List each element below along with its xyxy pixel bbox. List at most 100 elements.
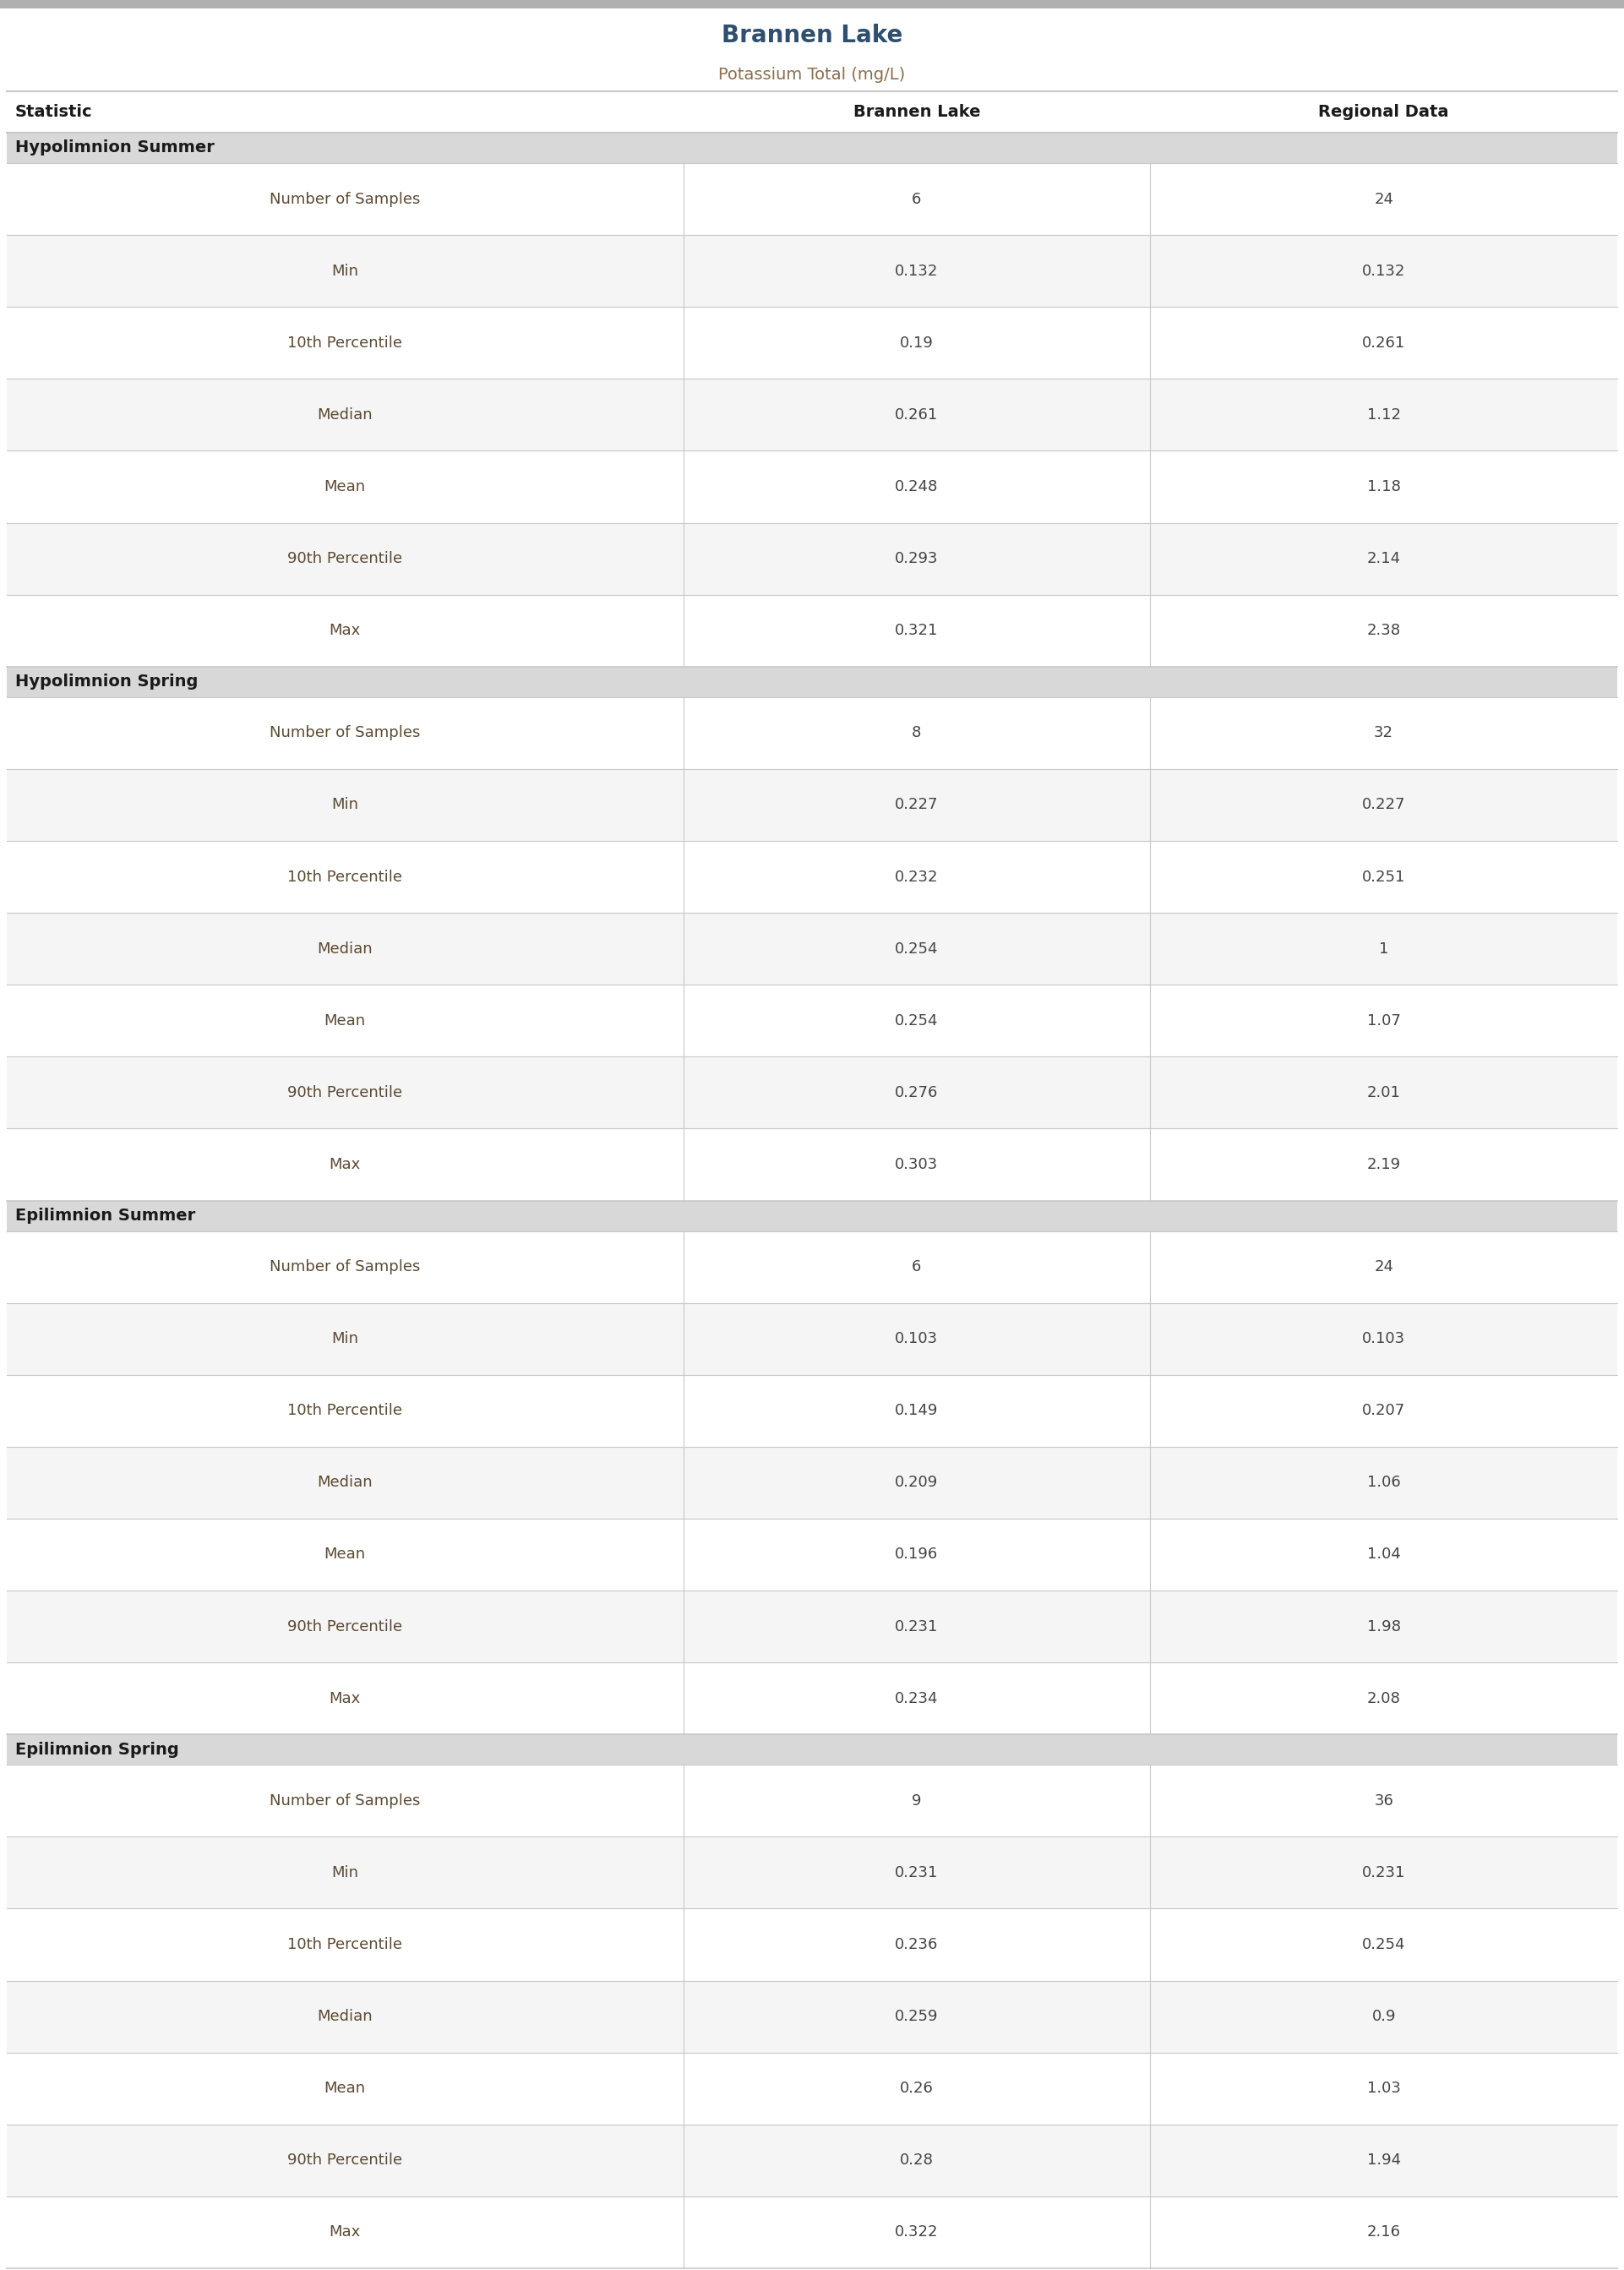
Bar xyxy=(6,93,1618,132)
Text: 9: 9 xyxy=(911,1793,921,1809)
Text: 0.149: 0.149 xyxy=(895,1403,939,1419)
Text: 90th Percentile: 90th Percentile xyxy=(287,1085,403,1101)
Text: 0.103: 0.103 xyxy=(895,1330,939,1346)
Text: Max: Max xyxy=(330,622,361,638)
Text: Hypolimnion Spring: Hypolimnion Spring xyxy=(15,674,198,690)
Text: Median: Median xyxy=(317,2009,372,2025)
Text: Brannen Lake: Brannen Lake xyxy=(853,104,981,120)
Text: 0.209: 0.209 xyxy=(895,1476,939,1491)
Text: 1.04: 1.04 xyxy=(1367,1546,1400,1562)
Text: 2.14: 2.14 xyxy=(1367,552,1400,565)
Text: 2.01: 2.01 xyxy=(1367,1085,1400,1101)
Text: 36: 36 xyxy=(1374,1793,1393,1809)
Text: 0.9: 0.9 xyxy=(1372,2009,1395,2025)
Text: 1.03: 1.03 xyxy=(1367,2082,1400,2095)
Text: 0.261: 0.261 xyxy=(895,406,939,422)
Bar xyxy=(6,595,1618,667)
Text: Number of Samples: Number of Samples xyxy=(270,1260,421,1273)
Text: 24: 24 xyxy=(1374,191,1393,207)
Text: 90th Percentile: 90th Percentile xyxy=(287,2152,403,2168)
Text: Min: Min xyxy=(331,263,359,279)
Bar xyxy=(6,985,1618,1056)
Text: 0.259: 0.259 xyxy=(895,2009,939,2025)
Text: 1: 1 xyxy=(1379,942,1389,956)
Text: Statistic: Statistic xyxy=(15,104,93,120)
Text: Regional Data: Regional Data xyxy=(1319,104,1449,120)
Text: Median: Median xyxy=(317,406,372,422)
Text: 0.227: 0.227 xyxy=(1363,797,1405,813)
Text: 0.207: 0.207 xyxy=(1363,1403,1405,1419)
Text: 0.132: 0.132 xyxy=(1363,263,1405,279)
Bar xyxy=(6,522,1618,595)
Bar xyxy=(6,1303,1618,1376)
Bar xyxy=(6,1764,1618,1836)
Text: Median: Median xyxy=(317,1476,372,1491)
Text: Max: Max xyxy=(330,1691,361,1707)
Bar xyxy=(6,379,1618,452)
Text: 0.231: 0.231 xyxy=(895,1866,939,1880)
Text: Brannen Lake: Brannen Lake xyxy=(721,25,903,48)
Bar xyxy=(6,1446,1618,1519)
Text: 0.103: 0.103 xyxy=(1363,1330,1405,1346)
Text: Number of Samples: Number of Samples xyxy=(270,1793,421,1809)
Text: 0.303: 0.303 xyxy=(895,1158,939,1171)
Bar xyxy=(6,1519,1618,1591)
Bar xyxy=(6,236,1618,306)
Text: 0.322: 0.322 xyxy=(895,2225,939,2240)
Bar xyxy=(6,1836,1618,1909)
Text: 10th Percentile: 10th Percentile xyxy=(287,869,403,885)
Text: 0.19: 0.19 xyxy=(900,336,934,350)
Text: 1.18: 1.18 xyxy=(1367,479,1400,495)
Text: 6: 6 xyxy=(911,191,921,207)
Text: 2.16: 2.16 xyxy=(1367,2225,1400,2240)
Text: 0.251: 0.251 xyxy=(1363,869,1405,885)
Text: 0.248: 0.248 xyxy=(895,479,939,495)
Bar xyxy=(6,667,1618,697)
Text: 0.231: 0.231 xyxy=(1363,1866,1405,1880)
Text: Min: Min xyxy=(331,797,359,813)
Bar xyxy=(6,1201,1618,1230)
Text: 0.254: 0.254 xyxy=(895,942,939,956)
Text: 8: 8 xyxy=(911,726,921,740)
Text: Median: Median xyxy=(317,942,372,956)
Bar xyxy=(6,1982,1618,2052)
Text: 0.196: 0.196 xyxy=(895,1546,939,1562)
Text: 1.06: 1.06 xyxy=(1367,1476,1400,1491)
Text: 0.293: 0.293 xyxy=(895,552,939,565)
Bar xyxy=(6,697,1618,770)
Text: 0.254: 0.254 xyxy=(895,1012,939,1028)
Bar xyxy=(6,1734,1618,1764)
Text: 0.276: 0.276 xyxy=(895,1085,939,1101)
Text: 0.236: 0.236 xyxy=(895,1936,939,1952)
Bar xyxy=(6,452,1618,522)
Text: 10th Percentile: 10th Percentile xyxy=(287,336,403,350)
Text: 0.132: 0.132 xyxy=(895,263,939,279)
Text: 0.227: 0.227 xyxy=(895,797,939,813)
Text: Max: Max xyxy=(330,2225,361,2240)
Bar xyxy=(6,2052,1618,2125)
Text: 0.321: 0.321 xyxy=(895,622,939,638)
Bar xyxy=(6,132,1618,163)
Text: 0.28: 0.28 xyxy=(900,2152,934,2168)
Text: 2.19: 2.19 xyxy=(1367,1158,1400,1171)
Text: 2.08: 2.08 xyxy=(1367,1691,1400,1707)
Text: Mean: Mean xyxy=(325,1546,365,1562)
Text: 2.38: 2.38 xyxy=(1367,622,1400,638)
Bar xyxy=(6,1056,1618,1128)
Text: 0.254: 0.254 xyxy=(1363,1936,1405,1952)
Text: Max: Max xyxy=(330,1158,361,1171)
Bar xyxy=(6,1230,1618,1303)
Bar xyxy=(6,913,1618,985)
Bar xyxy=(6,306,1618,379)
Text: 10th Percentile: 10th Percentile xyxy=(287,1936,403,1952)
Text: 32: 32 xyxy=(1374,726,1393,740)
Text: 1.94: 1.94 xyxy=(1367,2152,1400,2168)
Bar xyxy=(6,2125,1618,2197)
Bar xyxy=(6,163,1618,236)
Text: 6: 6 xyxy=(911,1260,921,1273)
Text: 24: 24 xyxy=(1374,1260,1393,1273)
Text: Epilimnion Spring: Epilimnion Spring xyxy=(15,1741,179,1757)
Bar xyxy=(0,0,1624,9)
Text: Epilimnion Summer: Epilimnion Summer xyxy=(15,1208,195,1224)
Text: Mean: Mean xyxy=(325,2082,365,2095)
